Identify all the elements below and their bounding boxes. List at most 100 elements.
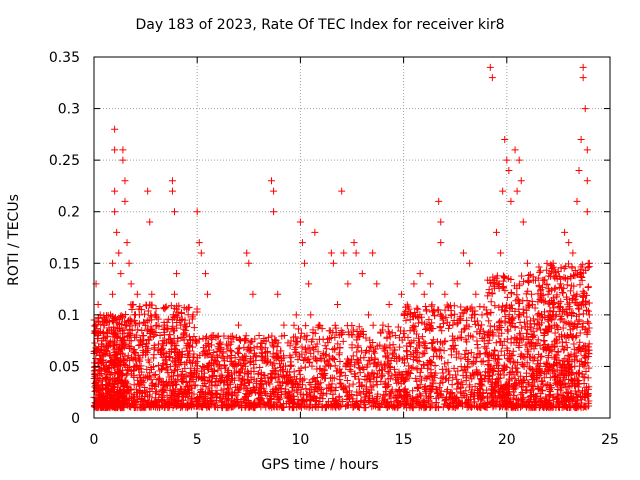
data-point: [246, 339, 254, 347]
data-point: [302, 385, 310, 393]
data-point: [585, 259, 593, 267]
data-point: [143, 340, 151, 348]
data-point: [579, 287, 587, 295]
data-point: [331, 333, 339, 341]
data-point: [282, 400, 290, 408]
data-point: [256, 343, 264, 351]
data-point: [162, 364, 170, 372]
data-point: [237, 361, 245, 369]
data-point: [165, 399, 173, 407]
data-point: [311, 402, 319, 410]
data-point: [585, 340, 593, 348]
data-point: [488, 290, 496, 298]
data-point: [215, 361, 223, 369]
data-point: [439, 373, 447, 381]
data-point: [339, 398, 347, 406]
data-point: [409, 349, 417, 357]
data-point: [515, 156, 523, 164]
data-point: [103, 370, 111, 378]
data-point: [154, 315, 162, 323]
data-point: [257, 389, 265, 397]
data-point: [540, 331, 548, 339]
data-point: [461, 353, 469, 361]
data-point: [544, 290, 552, 298]
data-point: [402, 389, 410, 397]
data-point: [555, 379, 563, 387]
data-point: [344, 392, 352, 400]
data-point: [426, 373, 434, 381]
data-point: [233, 398, 241, 406]
data-point: [252, 352, 260, 360]
data-point: [568, 264, 576, 272]
data-point: [217, 346, 225, 354]
data-point: [500, 371, 508, 379]
data-point: [390, 365, 398, 373]
data-point: [402, 316, 410, 324]
data-point: [108, 317, 116, 325]
data-point: [523, 386, 531, 394]
data-point: [478, 334, 486, 342]
data-point: [576, 329, 584, 337]
data-point: [500, 399, 508, 407]
x-tick-label: 5: [193, 432, 202, 448]
data-point: [274, 290, 282, 298]
data-point: [247, 400, 255, 408]
data-point: [379, 394, 387, 402]
data-point: [144, 356, 152, 364]
data-point: [107, 311, 115, 319]
data-point: [436, 310, 444, 318]
data-point: [550, 321, 558, 329]
data-point: [515, 282, 523, 290]
data-point: [311, 329, 319, 337]
data-point: [244, 386, 252, 394]
data-point: [100, 321, 108, 329]
data-point: [514, 295, 522, 303]
data-point: [269, 352, 277, 360]
data-point: [113, 354, 121, 362]
data-point: [479, 327, 487, 335]
data-point: [118, 393, 126, 401]
data-point: [565, 239, 573, 247]
data-point: [386, 392, 394, 400]
data-point: [424, 364, 432, 372]
data-point: [416, 342, 424, 350]
data-point: [484, 292, 492, 300]
data-point: [329, 390, 337, 398]
data-point: [536, 342, 544, 350]
data-point: [445, 376, 453, 384]
data-point: [513, 187, 521, 195]
data-point: [571, 402, 579, 410]
data-point: [577, 301, 585, 309]
data-point: [192, 339, 200, 347]
data-point: [208, 378, 216, 386]
data-point: [535, 310, 543, 318]
data-point: [421, 383, 429, 391]
data-point: [214, 333, 222, 341]
data-point: [123, 383, 131, 391]
data-point: [301, 363, 309, 371]
data-point: [529, 327, 537, 335]
data-point: [445, 324, 453, 332]
data-point: [518, 352, 526, 360]
data-point: [267, 396, 275, 404]
data-point: [526, 397, 534, 405]
data-point: [177, 370, 185, 378]
data-point: [190, 390, 198, 398]
data-point: [351, 361, 359, 369]
data-point: [418, 333, 426, 341]
data-point: [485, 286, 493, 294]
data-point: [246, 355, 254, 363]
data-point: [338, 187, 346, 195]
data-point: [529, 333, 537, 341]
data-point: [378, 373, 386, 381]
x-tick-label: 15: [395, 432, 413, 448]
data-point: [257, 381, 265, 389]
data-point: [210, 331, 218, 339]
data-point: [529, 273, 537, 281]
data-point: [571, 272, 579, 280]
data-point: [426, 403, 434, 411]
data-point: [226, 354, 234, 362]
data-point: [516, 311, 524, 319]
data-point: [518, 272, 526, 280]
data-point: [134, 326, 142, 334]
